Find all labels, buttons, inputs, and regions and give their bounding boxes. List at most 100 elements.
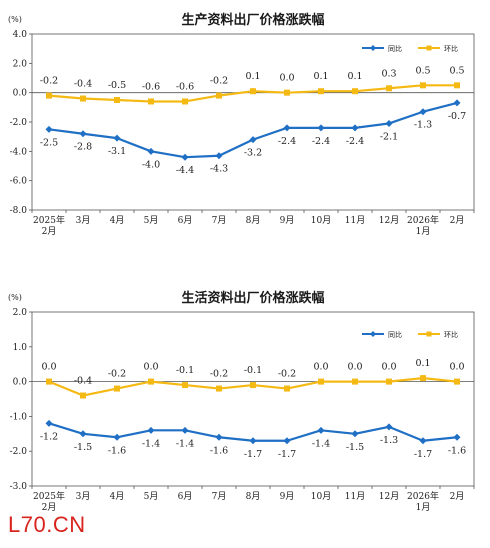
data-label: -1.5 <box>346 442 364 453</box>
x-tick-label: 10月 <box>311 215 331 226</box>
x-tick-label: 12月 <box>379 215 399 226</box>
x-tick-label: 2月 <box>42 226 57 237</box>
legend-entry: 环比 <box>444 44 458 53</box>
data-label: 0.1 <box>347 71 362 82</box>
data-point <box>148 378 154 385</box>
data-label: -2.4 <box>278 136 296 147</box>
data-point <box>181 426 189 434</box>
data-point <box>454 378 460 385</box>
y-tick-label: -6.0 <box>10 177 28 187</box>
data-label: -0.2 <box>108 369 126 380</box>
y-tick-label: 0.0 <box>13 89 28 99</box>
y-tick-label: -2.0 <box>10 118 28 128</box>
data-label: -1.6 <box>448 445 466 456</box>
data-label: 0.0 <box>313 362 328 373</box>
x-tick-label: 2025年 <box>33 214 65 226</box>
data-point <box>216 92 222 99</box>
y-tick-label: 1.0 <box>13 343 28 353</box>
x-tick-label: 11月 <box>345 215 365 226</box>
y-tick-label: -3.0 <box>10 482 28 492</box>
x-tick-label: 4月 <box>110 215 125 226</box>
data-label: -1.4 <box>142 438 160 449</box>
x-tick-label: 3月 <box>76 215 91 226</box>
data-point <box>215 433 223 441</box>
y-tick-label: 4.0 <box>13 30 28 40</box>
y-tick-label: -2.0 <box>10 447 28 457</box>
x-tick-label: 2026年 <box>407 214 439 226</box>
y-tick-label: -1.0 <box>10 412 28 422</box>
data-label: -0.6 <box>176 81 194 92</box>
data-point <box>249 136 257 144</box>
data-point <box>113 134 121 142</box>
x-tick-label: 6月 <box>178 491 193 502</box>
data-point <box>419 437 427 445</box>
x-tick-label: 6月 <box>178 215 193 226</box>
data-point <box>45 125 53 133</box>
x-tick-label: 8月 <box>246 491 261 502</box>
x-tick-label: 2月 <box>450 215 465 226</box>
data-label: 0.1 <box>313 71 328 82</box>
data-point <box>250 382 256 389</box>
x-tick-label: 10月 <box>311 491 331 502</box>
data-label: -1.6 <box>210 445 228 456</box>
data-point <box>385 119 393 127</box>
data-label: -0.4 <box>74 376 92 387</box>
x-tick-label: 7月 <box>212 491 227 502</box>
data-label: -1.7 <box>244 449 262 460</box>
data-label: -0.1 <box>176 365 194 376</box>
watermark-text: L70.CN <box>8 512 86 537</box>
legend-marker <box>426 331 432 337</box>
x-tick-label: 5月 <box>144 215 159 226</box>
data-point <box>318 378 324 385</box>
data-label: 0.0 <box>143 362 158 373</box>
data-label: -1.5 <box>74 442 92 453</box>
x-tick-label: 9月 <box>280 215 295 226</box>
data-label: -0.7 <box>448 111 466 122</box>
x-tick-label: 8月 <box>246 215 261 226</box>
data-label: -1.7 <box>278 449 296 460</box>
data-label: -0.1 <box>244 365 262 376</box>
y-tick-label: 0.0 <box>13 378 28 388</box>
consumer-goods-chart: 生活资料出厂价格涨跌幅 (%) 2.0 1.0 0.0 -1.0 -2.0 -3.0 2025年… <box>8 290 475 513</box>
data-point <box>283 124 291 132</box>
x-tick-label: 2月 <box>450 491 465 502</box>
data-point <box>182 382 188 389</box>
y-tick-label: 2.0 <box>13 59 28 69</box>
data-label: 0.0 <box>381 362 396 373</box>
legend-marker <box>426 45 432 51</box>
data-label: -0.6 <box>142 81 160 92</box>
data-point <box>284 385 290 392</box>
data-point <box>79 430 87 438</box>
data-label: -0.5 <box>108 80 126 91</box>
legend-entry: 同比 <box>388 44 402 53</box>
y-tick-label: 2.0 <box>13 308 28 318</box>
data-point <box>113 433 121 441</box>
data-label: -4.4 <box>176 165 194 176</box>
data-point <box>216 385 222 392</box>
data-point <box>352 88 358 95</box>
data-point <box>114 385 120 392</box>
data-point <box>148 98 154 105</box>
x-tick-label: 4月 <box>110 491 125 502</box>
y-axis-unit: (%) <box>8 293 22 302</box>
data-label: -1.3 <box>414 120 432 131</box>
data-label: -1.4 <box>312 438 330 449</box>
data-label: 0.0 <box>41 362 56 373</box>
data-point <box>419 108 427 116</box>
data-label: -2.5 <box>40 137 58 148</box>
data-label: -0.2 <box>40 76 58 87</box>
data-label: 0.0 <box>347 362 362 373</box>
plot-frame <box>31 311 475 487</box>
y-axis-unit: (%) <box>8 15 22 24</box>
x-tick-label: 2026年 <box>407 490 439 502</box>
chart-title: 生活资料出厂价格涨跌幅 <box>181 290 324 306</box>
data-label: 0.5 <box>415 65 430 76</box>
legend-entry: 同比 <box>388 330 402 339</box>
data-point <box>352 378 358 385</box>
data-label: 0.0 <box>279 73 294 84</box>
data-label: -1.7 <box>414 449 432 460</box>
data-label: -2.8 <box>74 142 92 153</box>
data-point <box>351 124 359 132</box>
data-label: -1.2 <box>40 431 58 442</box>
x-tick-label: 11月 <box>345 491 365 502</box>
